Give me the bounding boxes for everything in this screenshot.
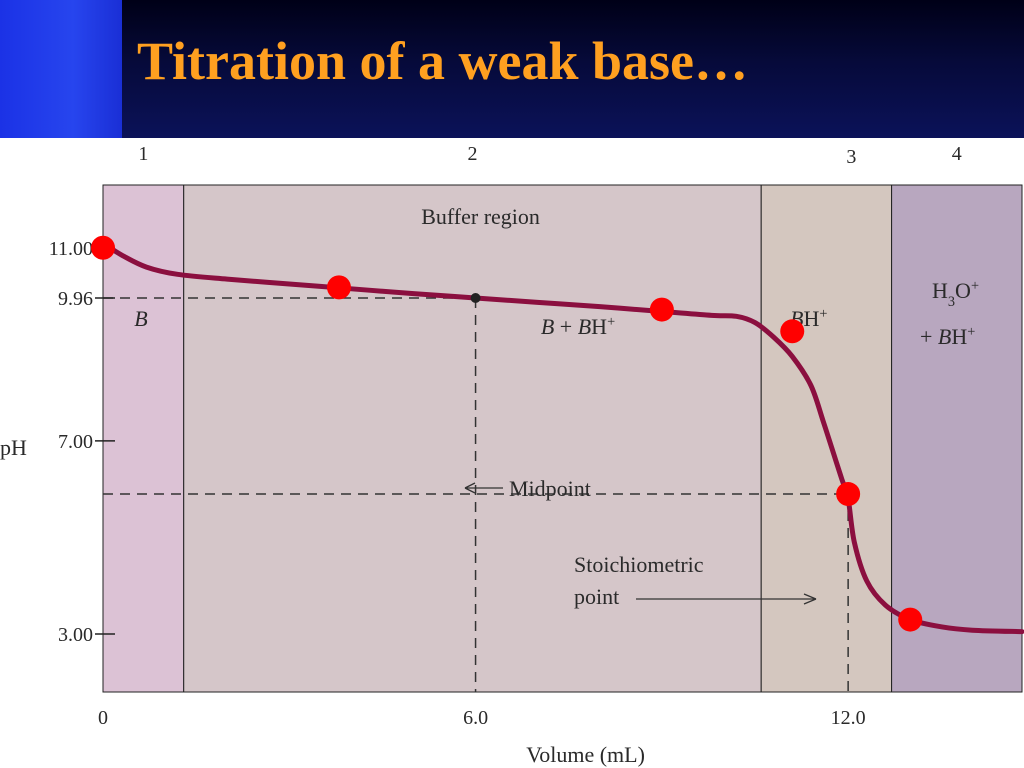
region-number-1: 1 <box>138 143 148 165</box>
midpoint-marker <box>470 292 481 303</box>
region-4-label-line1: H3O+ <box>932 278 979 310</box>
midpoint-label: Midpoint <box>509 476 591 501</box>
region-1 <box>102 184 185 693</box>
region-4 <box>891 184 1023 693</box>
midpoint-arrow-head <box>464 482 476 494</box>
region-1-label: B <box>134 306 147 331</box>
region-number-2: 2 <box>467 143 477 165</box>
highlight-point-0 <box>91 235 115 260</box>
highlight-point-3 <box>780 319 805 344</box>
stoichiometric-label-line2: point <box>574 584 619 609</box>
guides-layer <box>103 297 849 692</box>
region-2 <box>183 184 762 693</box>
curve-layer <box>100 240 1024 635</box>
x-tick-label-1: 6.0 <box>463 707 488 729</box>
highlight-point-2 <box>649 297 674 322</box>
y-tick-label-2: 7.00 <box>58 431 93 453</box>
slide-header: Titration of a weak base… <box>0 0 1024 138</box>
x-axis-title: Volume (mL) <box>526 742 645 767</box>
x-tick-label-0: 0 <box>98 707 108 729</box>
region-number-3: 3 <box>846 146 856 168</box>
highlight-point-1 <box>326 275 351 300</box>
header-accent-bar <box>0 0 122 138</box>
stoichiometric-label-line1: Stoichiometric <box>574 552 704 577</box>
region-number-4: 4 <box>952 143 962 165</box>
points-layer <box>91 235 923 632</box>
highlight-point-4 <box>836 482 861 507</box>
highlight-point-5 <box>898 607 923 632</box>
slide-title: Titration of a weak base… <box>137 31 749 91</box>
region-2-label: B + BH+ <box>541 314 615 339</box>
y-tick-label-1: 9.96 <box>58 288 93 310</box>
stoichiometric-arrow-head <box>803 593 817 605</box>
y-axis-title: pH <box>0 435 27 460</box>
y-tick-label-3: 3.00 <box>58 624 93 646</box>
titration-curve <box>100 240 1024 635</box>
axes-layer: 11.00 9.96 7.00 3.00 0 6.0 12.0 Volume (mL) pH <box>0 238 866 767</box>
buffer-region-label: Buffer region <box>421 204 540 229</box>
titration-chart: 11.00 9.96 7.00 3.00 0 6.0 12.0 Volume (mL) pH 1… <box>0 143 1024 767</box>
x-tick-label-2: 12.0 <box>831 707 866 729</box>
regions-layer <box>102 184 1023 693</box>
y-tick-label-0: 11.00 <box>49 238 93 260</box>
region-4-label-line2: + BH+ <box>920 324 975 349</box>
